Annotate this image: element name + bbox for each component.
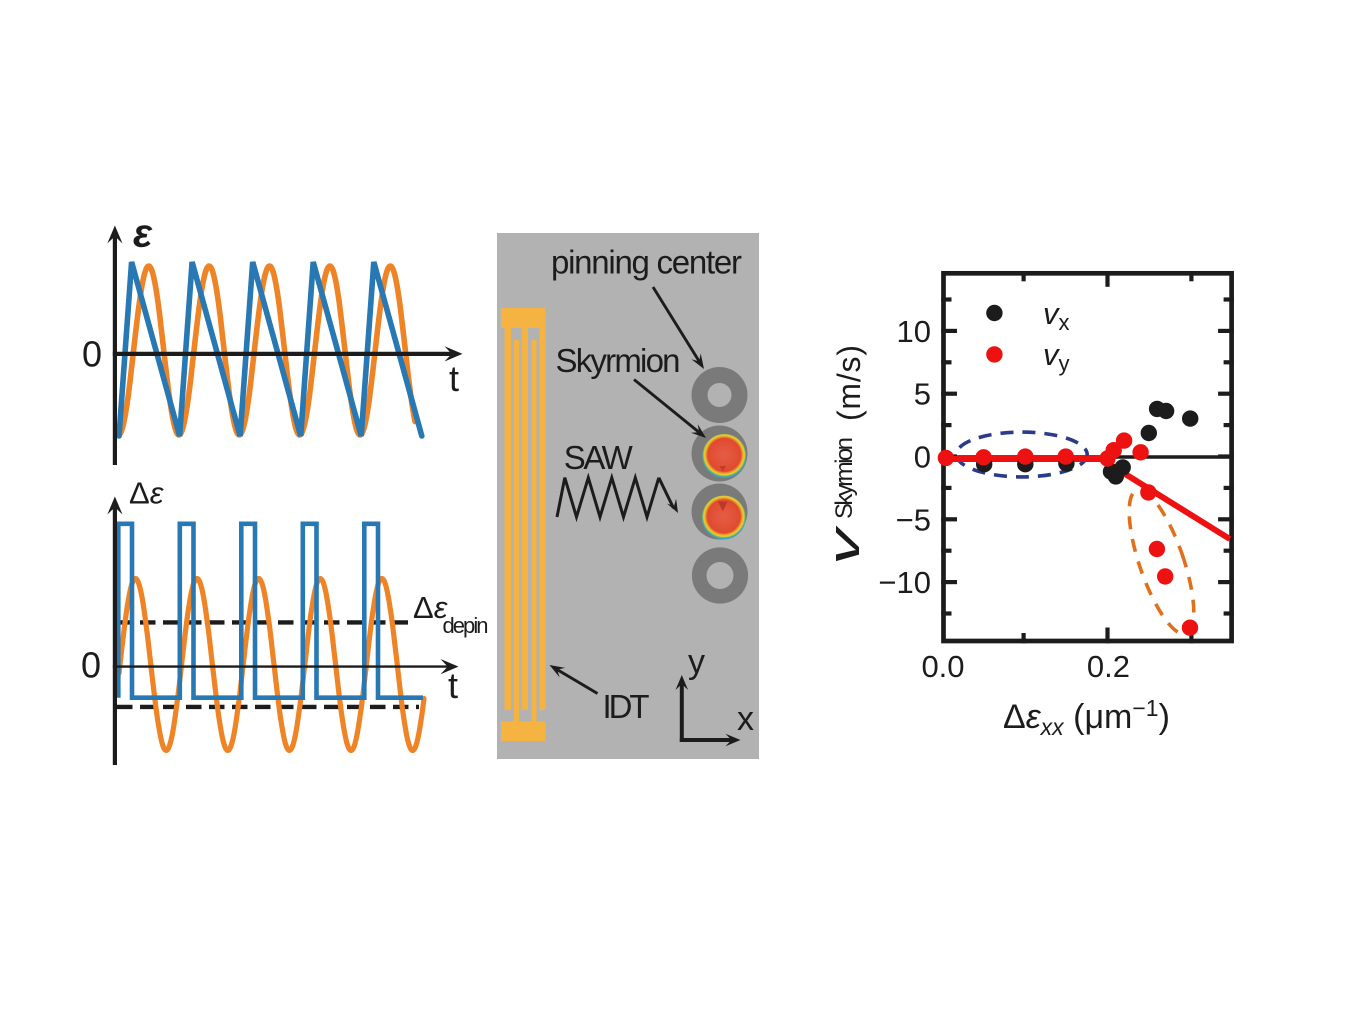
svg-text:(m/s): (m/s) [831, 345, 867, 421]
svg-text:−10: −10 [878, 565, 931, 600]
svg-text:5: 5 [914, 377, 931, 412]
svg-text:t: t [449, 358, 459, 399]
svg-text:x: x [737, 700, 754, 738]
svg-text:0: 0 [82, 334, 102, 375]
svg-text:pinning center: pinning center [551, 244, 742, 281]
svg-text:0: 0 [914, 440, 931, 475]
svg-text:t: t [448, 665, 458, 706]
svg-text:vy: vy [1043, 337, 1070, 376]
svg-text:ε: ε [133, 212, 153, 256]
svg-text:SAW: SAW [564, 439, 634, 476]
svg-text:Δεxx (μm−1): Δεxx (μm−1) [1003, 695, 1170, 740]
svg-text:0.2: 0.2 [1087, 649, 1130, 684]
svg-text:Skyrmion: Skyrmion [556, 342, 681, 379]
svg-text:10: 10 [897, 314, 931, 349]
svg-text:v: v [820, 524, 869, 565]
svg-text:0.0: 0.0 [921, 649, 964, 684]
svg-text:Δε: Δε [413, 590, 448, 625]
svg-text:y: y [688, 643, 705, 681]
svg-text:IDT: IDT [603, 688, 650, 725]
svg-text:Δε: Δε [129, 476, 164, 511]
svg-text:−5: −5 [896, 502, 931, 537]
svg-text:depin: depin [443, 613, 489, 638]
svg-text:0: 0 [81, 645, 101, 686]
svg-text:Skyrmion: Skyrmion [831, 437, 858, 519]
svg-text:vx: vx [1043, 296, 1070, 335]
